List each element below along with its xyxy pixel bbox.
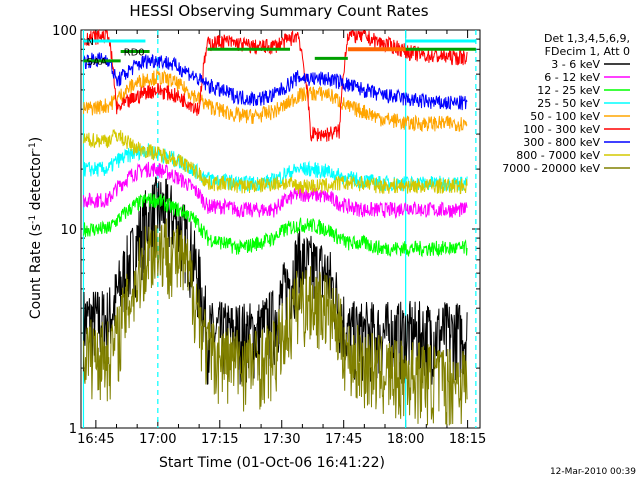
legend: Det 1,3,4,5,6,9,FDecim 1, Att 03 - 6 keV… <box>502 32 630 175</box>
series-line <box>83 68 468 132</box>
legend-label: 800 - 7000 keV <box>516 149 600 162</box>
x-tick-label: 17:15 <box>201 432 238 447</box>
plot-area: 1 10 100 16:45 17:00 17:15 17:30 17:45 18:00 18:1… <box>52 24 486 447</box>
legend-label: 3 - 6 keV <box>551 58 600 71</box>
x-tick-label: 17:00 <box>139 432 176 447</box>
legend-label: 50 - 100 keV <box>530 110 600 123</box>
x-axis-label: Start Time (01-Oct-06 16:41:22) <box>159 455 385 471</box>
x-tick-label: 16:45 <box>77 432 114 447</box>
series-line <box>83 128 468 195</box>
annotation-label: N <box>86 37 93 48</box>
y-tick-label: 1 <box>69 422 77 437</box>
timestamp-label: 12-Mar-2010 00:39 <box>550 467 636 477</box>
x-tick-label: 18:00 <box>387 432 424 447</box>
annotation-label: SAA <box>86 57 107 68</box>
legend-label: 7000 - 20000 keV <box>502 162 600 175</box>
legend-label: 100 - 300 keV <box>523 123 600 136</box>
legend-header: Det 1,3,4,5,6,9, <box>544 32 630 45</box>
chart-title: HESSI Observing Summary Count Rates <box>129 2 428 20</box>
x-tick-label: 17:30 <box>263 432 300 447</box>
series-line <box>83 161 468 220</box>
legend-label: 12 - 25 keV <box>537 84 600 97</box>
annotation-label: RD0 <box>124 47 145 58</box>
y-axis-label: Count Rate (s-1 detector-1) <box>28 137 44 319</box>
legend-header: FDecim 1, Att 0 <box>545 45 630 58</box>
legend-label: 25 - 50 keV <box>537 97 600 110</box>
series-line <box>83 193 468 258</box>
series-line <box>83 52 468 111</box>
chart-marks: SAA RD0 N <box>82 28 477 428</box>
x-tick-label: 18:15 <box>449 432 486 447</box>
y-tick-label: 10 <box>60 223 77 238</box>
legend-label: 6 - 12 keV <box>544 71 600 84</box>
legend-label: 300 - 800 keV <box>523 136 600 149</box>
series-line <box>83 218 468 426</box>
x-tick-label: 17:45 <box>325 432 362 447</box>
y-tick-label: 100 <box>52 24 77 39</box>
